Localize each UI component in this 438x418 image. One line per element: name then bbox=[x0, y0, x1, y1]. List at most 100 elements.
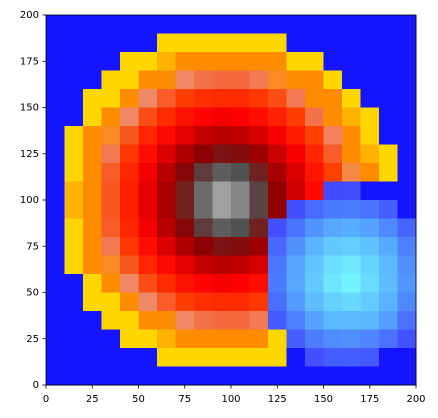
heatmap-cell bbox=[46, 311, 66, 331]
heatmap-cell bbox=[231, 33, 251, 53]
heatmap-cell bbox=[379, 33, 399, 53]
heatmap-cell bbox=[305, 52, 325, 72]
heatmap-cell bbox=[360, 70, 380, 90]
heatmap-cell bbox=[120, 126, 140, 146]
heatmap-cell bbox=[46, 218, 66, 238]
heatmap-cell bbox=[138, 33, 158, 53]
heatmap-cell bbox=[157, 311, 177, 331]
heatmap-cell bbox=[268, 126, 288, 146]
heatmap-cell bbox=[342, 237, 362, 257]
heatmap-cell bbox=[175, 33, 195, 53]
heatmap-cell bbox=[231, 107, 251, 127]
heatmap-cell bbox=[64, 237, 84, 257]
heatmap-cell bbox=[342, 200, 362, 220]
heatmap-cell bbox=[194, 366, 214, 386]
heatmap-cell bbox=[323, 366, 343, 386]
heatmap-cell bbox=[379, 200, 399, 220]
heatmap-cell bbox=[231, 255, 251, 275]
heatmap-cell bbox=[138, 218, 158, 238]
heatmap-cell bbox=[120, 366, 140, 386]
heatmap-cell bbox=[305, 218, 325, 238]
heatmap-cell bbox=[212, 15, 232, 35]
heatmap-cell bbox=[323, 33, 343, 53]
heatmap-cell bbox=[101, 144, 121, 164]
heatmap-cell bbox=[360, 292, 380, 312]
heatmap-cell bbox=[194, 144, 214, 164]
heatmap-cell bbox=[157, 107, 177, 127]
heatmap-cell bbox=[379, 89, 399, 109]
heatmap-cell bbox=[286, 181, 306, 201]
heatmap-cell bbox=[83, 348, 103, 368]
heatmap-cell bbox=[342, 329, 362, 349]
heatmap-cell bbox=[175, 274, 195, 294]
heatmap-cell bbox=[323, 126, 343, 146]
heatmap-cell bbox=[323, 181, 343, 201]
heatmap-cell bbox=[231, 348, 251, 368]
heatmap-cell bbox=[212, 107, 232, 127]
heatmap-cell bbox=[397, 89, 417, 109]
heatmap-cell bbox=[138, 237, 158, 257]
heatmap-cell bbox=[379, 181, 399, 201]
heatmap-cell bbox=[305, 144, 325, 164]
heatmap-cell bbox=[120, 70, 140, 90]
heatmap-cell bbox=[157, 200, 177, 220]
heatmap-cell bbox=[138, 311, 158, 331]
heatmap-cell bbox=[64, 126, 84, 146]
heatmap-cell bbox=[323, 89, 343, 109]
heatmap-cell bbox=[249, 107, 269, 127]
heatmap-cell bbox=[138, 89, 158, 109]
heatmap-cell bbox=[397, 33, 417, 53]
heatmap-cell bbox=[212, 200, 232, 220]
heatmap-cell bbox=[120, 348, 140, 368]
heatmap-cell bbox=[268, 237, 288, 257]
heatmap-cell bbox=[379, 237, 399, 257]
heatmap-cell bbox=[175, 52, 195, 72]
heatmap-cell bbox=[397, 15, 417, 35]
heatmap-cell bbox=[379, 126, 399, 146]
heatmap-cell bbox=[138, 255, 158, 275]
heatmap-cell bbox=[249, 181, 269, 201]
heatmap-cell bbox=[175, 292, 195, 312]
heatmap-cell bbox=[268, 366, 288, 386]
y-tick-label: 100 bbox=[20, 195, 39, 206]
heatmap-cell bbox=[120, 15, 140, 35]
heatmap-cell bbox=[83, 33, 103, 53]
heatmap-cell bbox=[231, 89, 251, 109]
heatmap-cell bbox=[397, 274, 417, 294]
heatmap-cell bbox=[305, 163, 325, 183]
heatmap-cell bbox=[212, 274, 232, 294]
heatmap-cell bbox=[305, 255, 325, 275]
heatmap-cell bbox=[212, 181, 232, 201]
heatmap-cell bbox=[342, 311, 362, 331]
heatmap-cell bbox=[212, 348, 232, 368]
heatmap-cell bbox=[360, 107, 380, 127]
heatmap-cell bbox=[360, 144, 380, 164]
heatmap-cell bbox=[83, 218, 103, 238]
heatmap-cell bbox=[397, 163, 417, 183]
heatmap-cell bbox=[323, 144, 343, 164]
heatmap-cell bbox=[360, 274, 380, 294]
heatmap-cell bbox=[64, 329, 84, 349]
heatmap-cell bbox=[268, 255, 288, 275]
y-tick-label: 150 bbox=[20, 103, 39, 114]
heatmap-cell bbox=[83, 126, 103, 146]
heatmap-cell bbox=[101, 237, 121, 257]
heatmap-cell bbox=[305, 366, 325, 386]
heatmap-cell bbox=[138, 274, 158, 294]
heatmap-cell bbox=[46, 89, 66, 109]
heatmap-cell bbox=[305, 311, 325, 331]
heatmap-cell bbox=[286, 89, 306, 109]
y-tick-label: 175 bbox=[20, 56, 39, 67]
heatmap-cell bbox=[157, 52, 177, 72]
heatmap-cell bbox=[323, 70, 343, 90]
heatmap-cell bbox=[268, 181, 288, 201]
heatmap-cell bbox=[360, 89, 380, 109]
heatmap-cell bbox=[286, 329, 306, 349]
heatmap-cell bbox=[83, 70, 103, 90]
heatmap-cell bbox=[268, 274, 288, 294]
heatmap-cell bbox=[46, 237, 66, 257]
heatmap-cell bbox=[360, 237, 380, 257]
heatmap-cell bbox=[249, 163, 269, 183]
heatmap-cell bbox=[286, 163, 306, 183]
heatmap-cell bbox=[212, 292, 232, 312]
